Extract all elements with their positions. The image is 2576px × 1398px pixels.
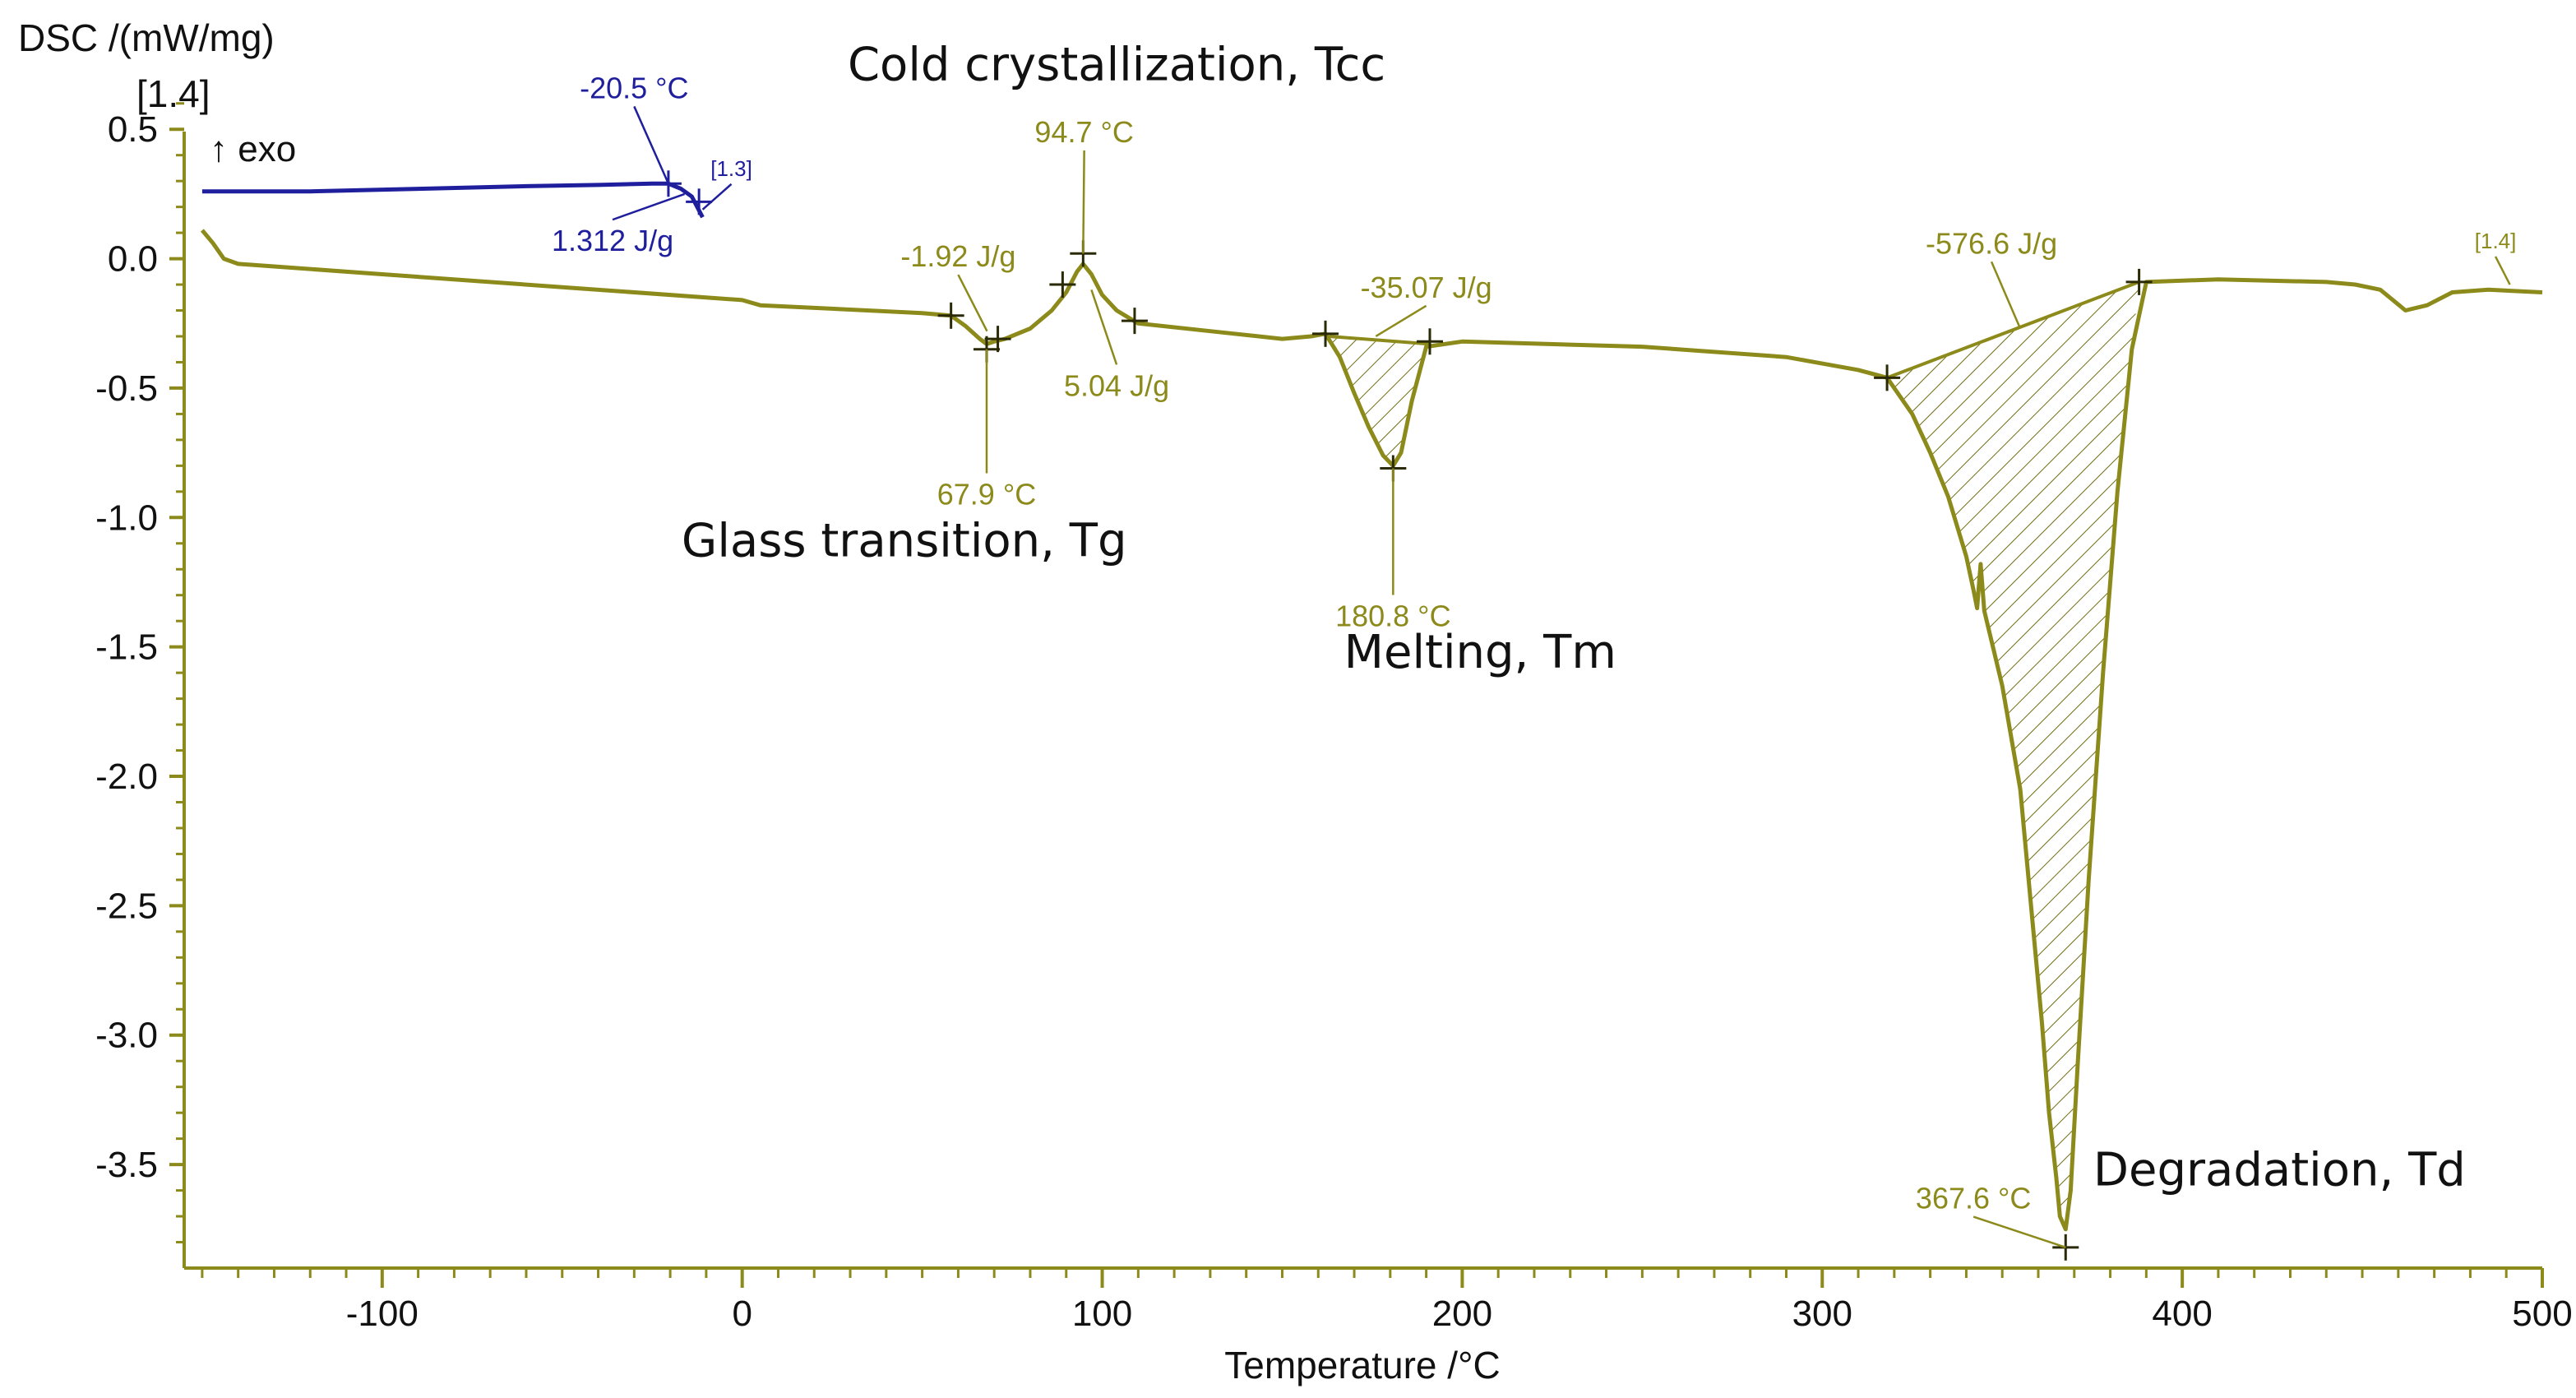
- x-tick-label: 200: [1432, 1294, 1492, 1334]
- hatched-areas: [1329, 280, 2140, 1229]
- event-label: Melting, Tm: [1344, 626, 1616, 679]
- annotation-label: 5.04 J/g: [1064, 368, 1169, 402]
- cross-marker: [937, 302, 964, 329]
- series-lines: [200, 181, 2543, 1232]
- cross-marker: [1874, 364, 1901, 391]
- x-tick-label: 500: [2512, 1294, 2572, 1334]
- event-label: Cold crystallization, Tcc: [848, 38, 1385, 91]
- y-tick-label: -3.0: [95, 1016, 158, 1056]
- annotation-leader: [1972, 1215, 2066, 1249]
- annotation-label: -1.92 J/g: [900, 239, 1015, 273]
- cross-marker: [1312, 320, 1339, 347]
- baseline-degradation: [1886, 280, 2140, 380]
- annotation-label: [1.3]: [710, 156, 752, 181]
- cross-marker: [1417, 328, 1444, 355]
- baseline-melting: [1329, 334, 1431, 346]
- y-tick-label: 0.5: [108, 109, 158, 150]
- y-tick-label: 0.0: [108, 239, 158, 280]
- annotations: -20.5 °C 1.312 J/g [1.3] 94.7 °C -1.92 J/g 5.…: [552, 71, 2517, 1249]
- annotation-leader: [1990, 261, 2022, 330]
- annotation-label: 180.8 °C: [1335, 599, 1450, 632]
- exo-label: ↑ exo: [210, 129, 296, 169]
- annotation-leader: [701, 183, 733, 211]
- x-tick-label: 400: [2152, 1294, 2212, 1334]
- annotation-leader: [612, 192, 686, 221]
- y-axis-title: DSC /(mW/mg): [18, 16, 275, 59]
- x-tick-label: -100: [346, 1294, 419, 1334]
- axis-ticks: -100 0 100 200 300 400 500 0.5 0.0 -0.5 -1.0 -1.5 -2…: [95, 102, 2573, 1334]
- annotation-label: 367.6 °C: [1916, 1182, 2031, 1215]
- event-label: Glass transition, Tg: [682, 515, 1127, 568]
- event-labels: Cold crystallization, Tcc Glass transitio…: [682, 38, 2466, 1197]
- cross-marker: [1121, 308, 1148, 335]
- y-axis-tag: [1.4]: [136, 72, 210, 115]
- y-tick-label: -2.5: [95, 886, 158, 926]
- annotation-label: [1.4]: [2475, 229, 2517, 253]
- x-tick-label: 100: [1072, 1294, 1132, 1334]
- annotation-leader: [633, 105, 670, 184]
- cross-marker: [2125, 268, 2153, 295]
- cross-marker: [1049, 271, 1076, 299]
- cross-marker: [686, 188, 713, 215]
- annotation-leader: [1375, 304, 1427, 338]
- annotation-label: 67.9 °C: [937, 478, 1036, 512]
- y-tick-label: -2.0: [95, 757, 158, 797]
- annotation-leader: [2494, 256, 2511, 285]
- cross-marker: [984, 326, 1011, 353]
- annotation-leader: [1082, 150, 1085, 254]
- series-line: [200, 229, 2543, 1232]
- annotation-label: 1.312 J/g: [552, 224, 673, 257]
- annotation-label: -576.6 J/g: [1926, 226, 2057, 260]
- annotation-label: -20.5 °C: [580, 71, 688, 104]
- annotation-leader: [957, 274, 988, 332]
- y-tick-label: -3.5: [95, 1145, 158, 1185]
- x-tick-label: 0: [732, 1294, 752, 1334]
- y-tick-label: -1.5: [95, 627, 158, 668]
- event-label: Degradation, Td: [2093, 1143, 2466, 1197]
- y-tick-label: -0.5: [95, 368, 158, 409]
- series-line: [201, 181, 705, 219]
- point-markers: [654, 170, 2153, 1261]
- annotation-label: 94.7 °C: [1034, 115, 1133, 149]
- x-axis-title: Temperature /°C: [1224, 1344, 1500, 1386]
- y-tick-label: -1.0: [95, 498, 158, 538]
- annotation-label: -35.07 J/g: [1361, 271, 1492, 304]
- hatched-region-degradation: [1887, 281, 2139, 1229]
- x-tick-label: 300: [1792, 1294, 1852, 1334]
- annotation-leader: [1090, 289, 1118, 365]
